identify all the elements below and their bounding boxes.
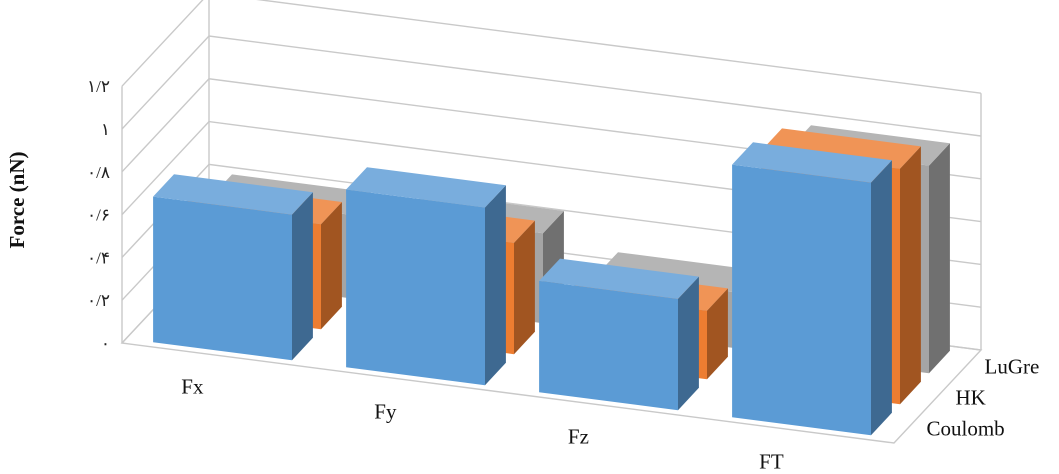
axis-labels: Fx Fy Fz FT Coulomb HK LuGre (181, 355, 1039, 474)
bar-coulomb-ft (732, 142, 892, 436)
bar-top-face (346, 167, 506, 208)
bar-coulomb-fx (153, 174, 313, 361)
bar-top-face (732, 142, 892, 183)
y-tick-label: ۰/۲ (87, 291, 110, 310)
x-tick-label: Fz (568, 424, 589, 448)
bar-coulomb-fz (539, 258, 699, 411)
y-tick-label: ۰ (101, 334, 110, 353)
depth-axis-label: HK (956, 386, 986, 410)
bar-top-face (153, 174, 313, 215)
bar-side-face (871, 160, 892, 436)
bar-top-face (761, 128, 921, 169)
bars (153, 125, 950, 436)
depth-axis-label: LuGre (985, 355, 1040, 379)
bar-front-face (346, 189, 485, 386)
y-tick-label: ۰/۸ (87, 163, 110, 182)
bar-front-face (539, 280, 678, 411)
bar-side-face (678, 276, 699, 411)
bar-side-face (707, 288, 728, 380)
y-tick-label: ۰/۴ (87, 248, 110, 267)
y-tick-label: ۰/۶ (87, 206, 110, 225)
bar-side-face (321, 202, 342, 330)
bar-side-face (514, 220, 535, 355)
y-axis-ticks: ۰ ۰/۲ ۰/۴ ۰/۶ ۰/۸ ۱ ۱/۲ (87, 77, 110, 353)
bar-front-face (732, 164, 871, 436)
x-tick-label: FT (759, 449, 784, 473)
gridline (121, 35, 982, 137)
bar-side-face (292, 192, 313, 361)
bar-top-face (539, 258, 699, 299)
bar-side-face (900, 146, 921, 405)
bar-front-face (153, 196, 292, 361)
gridlines (120, 0, 983, 444)
bar-top-face (597, 252, 757, 293)
bar-coulomb-fy (346, 167, 506, 386)
bar-side-face (485, 185, 506, 386)
x-tick-label: Fx (181, 374, 204, 398)
y-axis-title: Force (nN) (5, 152, 29, 249)
y-tick-label: ۱/۲ (87, 77, 110, 96)
depth-axis-label: Coulomb (927, 417, 1005, 441)
x-tick-label: Fy (374, 399, 397, 423)
gridline (121, 0, 982, 94)
bar-side-face (929, 143, 950, 374)
y-tick-label: ۱ (101, 120, 110, 139)
